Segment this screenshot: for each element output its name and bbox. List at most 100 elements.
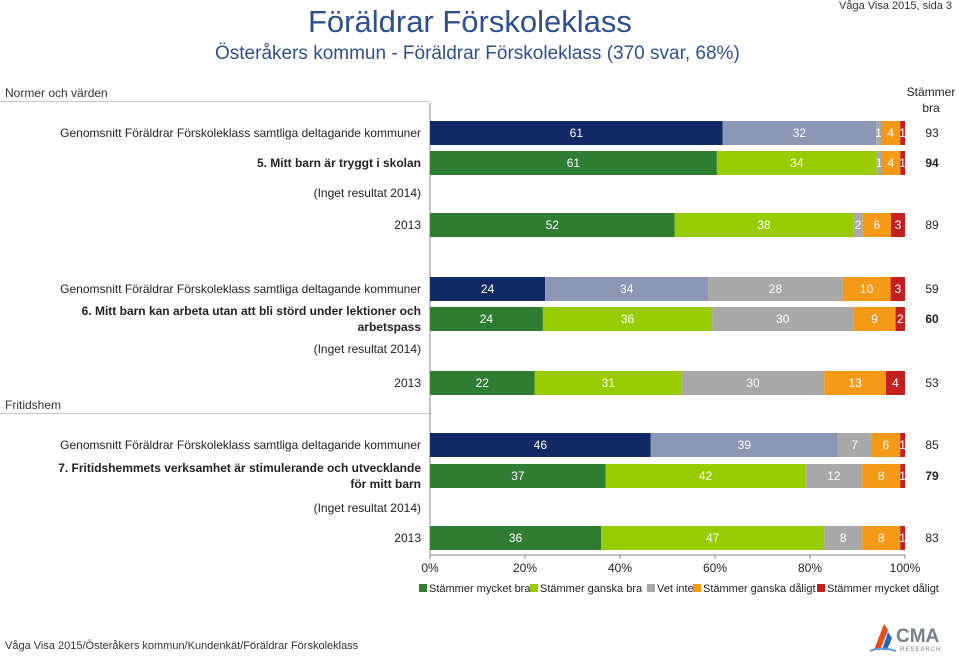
bar-segment bbox=[900, 151, 905, 175]
bar-value-label: 38 bbox=[757, 218, 771, 232]
bar-segment bbox=[837, 433, 872, 457]
bar-value-label: 52 bbox=[546, 218, 560, 232]
bar-segment bbox=[430, 213, 675, 237]
bar-segment bbox=[824, 526, 863, 550]
score-value: 85 bbox=[925, 438, 939, 452]
bar-value-label: 10 bbox=[860, 282, 874, 296]
bar-segment bbox=[601, 526, 825, 550]
row-label: Genomsnitt Föräldrar Förskoleklass samtl… bbox=[60, 438, 421, 452]
bar-value-label: 32 bbox=[793, 126, 807, 140]
x-tick-label: 0% bbox=[421, 561, 439, 575]
cma-logo-mark: CMA RESEARCH bbox=[869, 624, 941, 653]
bar-segment bbox=[862, 213, 891, 237]
bar-segment bbox=[890, 277, 905, 301]
column-header-stammer-bra: Stämmer bra bbox=[906, 85, 956, 115]
bar-segment bbox=[876, 121, 882, 145]
legend-item: Stämmer ganska bra bbox=[530, 583, 642, 595]
bar-value-label: 4 bbox=[887, 126, 894, 140]
bar-value-label: 6 bbox=[882, 438, 889, 452]
legend-swatch bbox=[419, 584, 427, 592]
legend-item: Stämmer mycket dåligt bbox=[817, 583, 939, 595]
bar-value-label: 1 bbox=[875, 126, 882, 140]
bar-value-label: 4 bbox=[892, 376, 899, 390]
bar-segment bbox=[900, 526, 905, 550]
score-value: 93 bbox=[925, 126, 939, 140]
bar-value-label: 22 bbox=[476, 376, 490, 390]
bar-value-label: 12 bbox=[827, 469, 841, 483]
row-label: 7. Fritidshemmets verksamhet är stimuler… bbox=[58, 461, 421, 491]
score-value: 53 bbox=[925, 376, 939, 390]
row-label: (Inget resultat 2014) bbox=[313, 342, 421, 356]
x-tick-label: 20% bbox=[513, 561, 537, 575]
bar-segment bbox=[853, 213, 863, 237]
bar-value-label: 2 bbox=[897, 312, 904, 326]
bar-segment bbox=[900, 433, 905, 457]
row-label: 2013 bbox=[394, 531, 421, 545]
bar-segment bbox=[900, 121, 905, 145]
bar-segment bbox=[853, 307, 896, 331]
section-label-normer: Normer och värden bbox=[5, 86, 108, 100]
bar-segment bbox=[886, 371, 905, 395]
legend-label: Stämmer ganska dåligt bbox=[703, 583, 816, 595]
legend-swatch bbox=[817, 584, 825, 592]
bar-segment bbox=[805, 464, 863, 488]
score-value: 79 bbox=[925, 469, 939, 483]
row-label: 5. Mitt barn är tryggt i skolan bbox=[256, 156, 421, 170]
bar-value-label: 47 bbox=[706, 531, 720, 545]
legend-label: Stämmer mycket dåligt bbox=[827, 583, 939, 595]
bar-value-label: 13 bbox=[848, 376, 862, 390]
bar-segment bbox=[430, 464, 606, 488]
bar-segment bbox=[871, 433, 901, 457]
logo-sail-blue bbox=[882, 632, 892, 650]
legend-swatch bbox=[693, 584, 701, 592]
bar-value-label: 34 bbox=[790, 156, 804, 170]
bar-value-label: 34 bbox=[620, 282, 634, 296]
bar-segment bbox=[430, 371, 535, 395]
x-tick-label: 80% bbox=[798, 561, 822, 575]
bar-value-label: 24 bbox=[481, 282, 495, 296]
score-value: 94 bbox=[925, 156, 939, 170]
bar-segment bbox=[605, 464, 806, 488]
bar-segment bbox=[430, 433, 651, 457]
bar-value-label: 9 bbox=[871, 312, 878, 326]
row-label: Genomsnitt Föräldrar Förskoleklass samtl… bbox=[60, 126, 421, 140]
bar-value-label: 2 bbox=[855, 218, 862, 232]
bar-value-label: 39 bbox=[738, 438, 752, 452]
bar-segment bbox=[716, 151, 877, 175]
bar-value-label: 61 bbox=[570, 126, 584, 140]
row-label: 2013 bbox=[394, 218, 421, 232]
bar-segment bbox=[824, 371, 886, 395]
row-label: Genomsnitt Föräldrar Förskoleklass samtl… bbox=[60, 282, 421, 296]
logo-wave bbox=[869, 647, 897, 652]
bar-segment bbox=[430, 151, 717, 175]
x-tick-label: 40% bbox=[608, 561, 632, 575]
bar-value-label: 3 bbox=[894, 282, 901, 296]
bar-segment bbox=[712, 307, 854, 331]
logo-subtext: RESEARCH bbox=[900, 647, 941, 653]
bar-segment bbox=[890, 213, 905, 237]
bar-value-label: 3 bbox=[895, 218, 902, 232]
legend-item: Stämmer ganska dåligt bbox=[693, 583, 816, 595]
bar-value-label: 37 bbox=[511, 469, 525, 483]
page-subtitle: Österåkers kommun - Föräldrar Förskolekl… bbox=[215, 43, 740, 64]
page-title: Föräldrar Förskoleklass bbox=[308, 4, 632, 39]
score-value: 83 bbox=[925, 531, 939, 545]
bar-value-label: 46 bbox=[534, 438, 548, 452]
bar-value-label: 8 bbox=[878, 531, 885, 545]
section-label-fritidshem: Fritidshem bbox=[5, 398, 62, 412]
score-value: 59 bbox=[925, 282, 939, 296]
bar-value-label: 31 bbox=[601, 376, 615, 390]
row-label: (Inget resultat 2014) bbox=[313, 501, 421, 515]
row-label: 6. Mitt barn kan arbeta utan att bli stö… bbox=[81, 304, 421, 334]
bar-value-label: 28 bbox=[769, 282, 783, 296]
bar-value-label: 30 bbox=[746, 376, 760, 390]
bar-value-label: 1 bbox=[899, 531, 906, 545]
bar-segment bbox=[842, 277, 891, 301]
bar-value-label: 7 bbox=[851, 438, 858, 452]
bar-value-label: 8 bbox=[878, 469, 885, 483]
bar-value-label: 24 bbox=[480, 312, 494, 326]
bar-segment bbox=[708, 277, 843, 301]
bar-segment bbox=[881, 121, 901, 145]
bar-value-label: 1 bbox=[899, 156, 906, 170]
